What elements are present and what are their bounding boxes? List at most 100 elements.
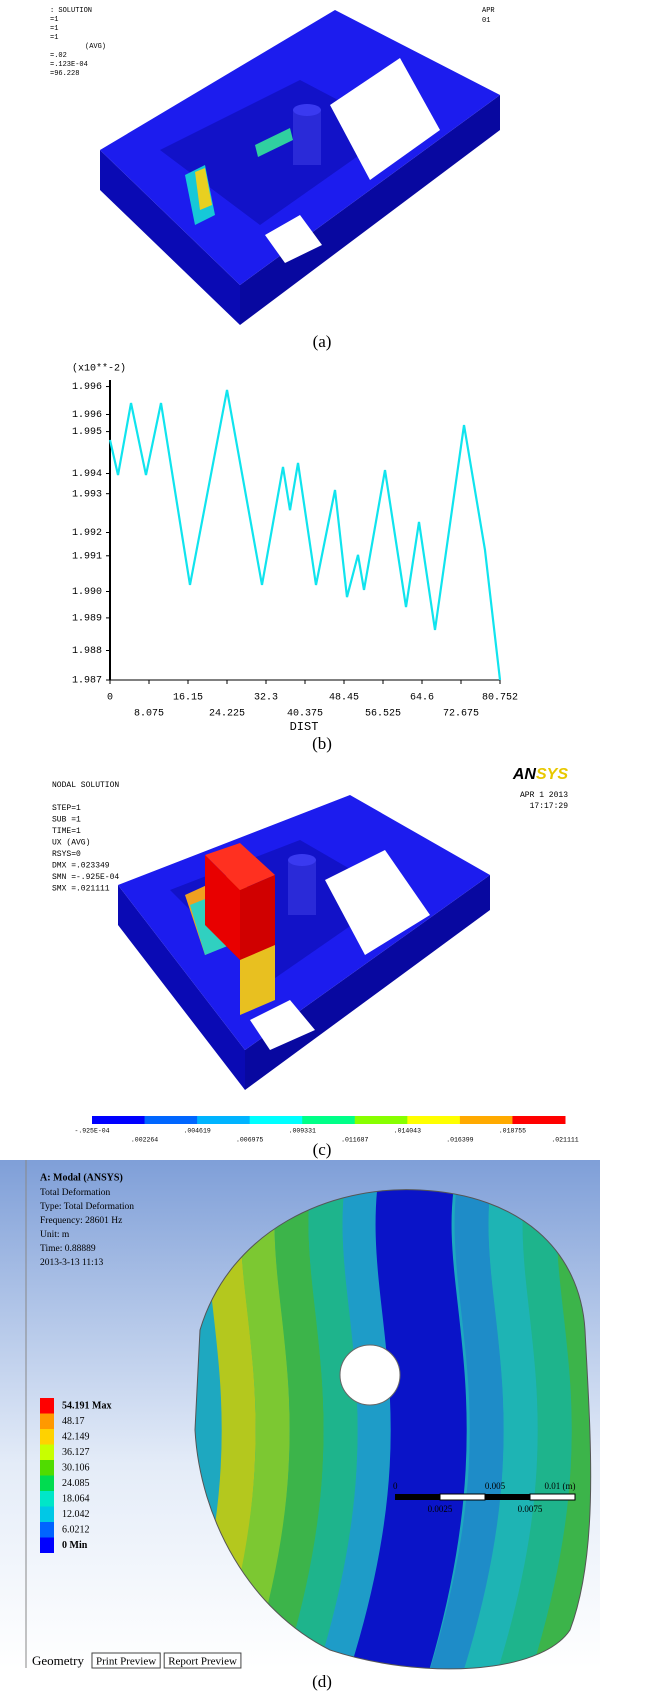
info-line: (AVG) bbox=[85, 43, 106, 51]
legend-swatch bbox=[40, 1398, 54, 1414]
legend-label: 6.0212 bbox=[62, 1524, 90, 1535]
x-tick-label: 16.15 bbox=[173, 693, 203, 704]
legend-label: -.925E-04 bbox=[74, 1128, 109, 1135]
scale-label: 0.01 (m) bbox=[545, 1481, 576, 1491]
legend-swatch bbox=[145, 1116, 198, 1124]
legend-label: 0 Min bbox=[62, 1540, 88, 1551]
legend-label: .004619 bbox=[183, 1128, 210, 1135]
y-tick-label: 1.988 bbox=[72, 646, 102, 657]
date-line: APR 1 2013 bbox=[520, 791, 568, 800]
scale-label: 0.0075 bbox=[518, 1504, 543, 1514]
info-line: =.123E-04 bbox=[50, 61, 88, 69]
info-line: TIME=1 bbox=[52, 827, 81, 836]
figure: (a)(b)(c)(d): SOLUTION=1=1=1(AVG)=.02=.1… bbox=[0, 0, 645, 1693]
legend-label: .016399 bbox=[446, 1137, 473, 1144]
legend-label: 24.085 bbox=[62, 1478, 90, 1489]
y-tick-label: 1.991 bbox=[72, 551, 102, 562]
legend-swatch bbox=[197, 1116, 250, 1124]
scale-bar bbox=[395, 1494, 575, 1500]
tab[interactable]: Print Preview bbox=[96, 1656, 156, 1668]
legend-label: .011687 bbox=[341, 1137, 368, 1144]
y-tick-label: 1.996 bbox=[72, 410, 102, 421]
legend-swatch bbox=[407, 1116, 460, 1124]
info-line: SMN =-.925E-04 bbox=[52, 873, 119, 882]
legend-swatch bbox=[40, 1522, 54, 1538]
info-line: SUB =1 bbox=[52, 816, 81, 825]
x-tick-label: 48.45 bbox=[329, 693, 359, 704]
info-line: =96.228 bbox=[50, 70, 79, 78]
logo: ANSYS bbox=[512, 766, 568, 783]
legend-swatch bbox=[40, 1538, 54, 1554]
model-c bbox=[118, 795, 490, 1090]
info-line: Unit: m bbox=[40, 1230, 70, 1240]
info-line: STEP=1 bbox=[52, 804, 81, 813]
model-a bbox=[100, 10, 500, 325]
logo-part: AN bbox=[512, 766, 537, 783]
scale-label: 0.0025 bbox=[428, 1504, 453, 1514]
info-line: UX (AVG) bbox=[52, 839, 90, 848]
x-tick-label: 8.075 bbox=[134, 709, 164, 720]
y-multiplier: (x10**-2) bbox=[72, 363, 126, 375]
legend-swatch bbox=[512, 1116, 565, 1124]
legend-label: 54.191 Max bbox=[62, 1400, 111, 1411]
legend-swatch bbox=[40, 1476, 54, 1492]
legend-swatch bbox=[40, 1460, 54, 1476]
tab[interactable]: Report Preview bbox=[168, 1656, 237, 1668]
legend-label: 36.127 bbox=[62, 1447, 90, 1458]
legend-label: 18.064 bbox=[62, 1493, 90, 1504]
caption: (b) bbox=[312, 734, 332, 753]
legend-swatch bbox=[40, 1445, 54, 1461]
x-tick-label: 64.6 bbox=[410, 693, 434, 704]
y-tick-label: 1.996 bbox=[72, 382, 102, 393]
info-line: =.02 bbox=[50, 52, 67, 60]
legend-label: .018755 bbox=[499, 1128, 526, 1135]
legend-label: 30.106 bbox=[62, 1462, 90, 1473]
y-tick-label: 1.989 bbox=[72, 614, 102, 625]
info-line: NODAL SOLUTION bbox=[52, 781, 119, 790]
y-tick-label: 1.987 bbox=[72, 676, 102, 687]
x-tick-label: 0 bbox=[107, 693, 113, 704]
y-tick-label: 1.994 bbox=[72, 469, 102, 480]
x-tick-label: 24.225 bbox=[209, 709, 245, 720]
y-tick-label: 1.990 bbox=[72, 587, 102, 598]
legend-swatch bbox=[40, 1429, 54, 1445]
date-line: 17:17:29 bbox=[530, 802, 569, 811]
info-line: RSYS=0 bbox=[52, 850, 81, 859]
legend-swatch bbox=[355, 1116, 408, 1124]
legend-label: .002264 bbox=[131, 1137, 158, 1144]
legend-swatch bbox=[40, 1507, 54, 1523]
info-line: DMX =.023349 bbox=[52, 862, 110, 871]
x-tick-label: 40.375 bbox=[287, 709, 323, 720]
info-line: Type: Total Deformation bbox=[40, 1201, 134, 1212]
info-line: Total Deformation bbox=[40, 1187, 111, 1198]
date-line: APR bbox=[482, 7, 495, 15]
caption: (c) bbox=[313, 1140, 332, 1159]
legend-label: 48.17 bbox=[62, 1416, 85, 1427]
caption: (a) bbox=[313, 332, 332, 351]
info-line: =1 bbox=[50, 34, 58, 42]
legend-label: .014043 bbox=[394, 1128, 421, 1135]
logo-part: SYS bbox=[536, 766, 568, 783]
y-tick-label: 1.992 bbox=[72, 528, 102, 539]
info-line: Time: 0.88889 bbox=[40, 1244, 96, 1254]
info-line: =1 bbox=[50, 16, 58, 24]
y-tick-label: 1.995 bbox=[72, 427, 102, 438]
legend-swatch bbox=[40, 1491, 54, 1507]
info-line: SMX =.021111 bbox=[52, 885, 110, 894]
x-tick-label: 32.3 bbox=[254, 693, 278, 704]
legend-label: .009331 bbox=[289, 1128, 316, 1135]
legend-swatch bbox=[250, 1116, 303, 1124]
legend-swatch bbox=[92, 1116, 145, 1124]
x-tick-label: 72.675 bbox=[443, 709, 479, 720]
date-line: 01 bbox=[482, 17, 490, 25]
y-tick-label: 1.993 bbox=[72, 489, 102, 500]
legend-label: .021111 bbox=[551, 1137, 578, 1144]
caption: (d) bbox=[312, 1672, 332, 1691]
legend-swatch bbox=[302, 1116, 355, 1124]
tab[interactable]: Geometry bbox=[32, 1653, 84, 1668]
info-line: =1 bbox=[50, 25, 58, 33]
x-tick-label: 56.525 bbox=[365, 709, 401, 720]
data-line bbox=[110, 390, 500, 680]
legend-swatch bbox=[460, 1116, 513, 1124]
scale-label: 0.005 bbox=[485, 1481, 506, 1491]
